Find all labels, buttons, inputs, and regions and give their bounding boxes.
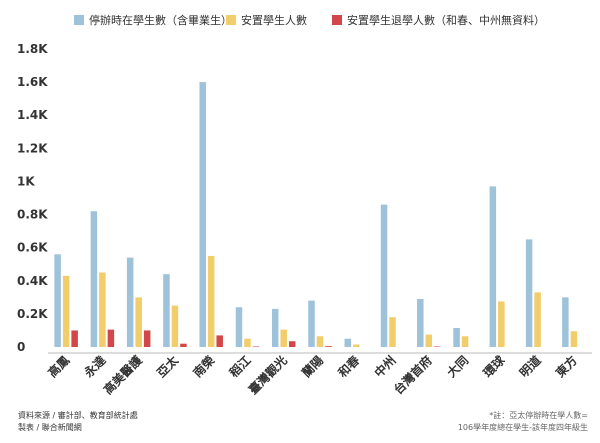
legend-label: 安置學生人數	[241, 13, 307, 27]
footnote-line: *註：亞太停辦時在學人數=	[489, 411, 588, 420]
y-tick-label: 0.4K	[17, 274, 48, 288]
bar	[562, 297, 569, 347]
bar	[308, 300, 315, 347]
bar	[207, 255, 215, 347]
y-tick-label: 1K	[17, 174, 35, 188]
bar	[99, 272, 106, 347]
bar	[316, 336, 324, 347]
x-tick-label: 永達	[80, 353, 108, 381]
bar	[570, 331, 578, 347]
footnote: *註：亞太停辦時在學人數= 106學年度總在學生-該年度四年級生	[458, 410, 588, 434]
y-tick-label: 0	[17, 340, 25, 354]
bar	[126, 257, 134, 347]
bar	[216, 335, 223, 347]
y-tick-label: 0.2K	[17, 307, 48, 321]
bars	[54, 82, 578, 348]
credit-line: 製表 / 聯合新聞網	[18, 423, 82, 432]
bar	[325, 346, 332, 347]
bar	[489, 186, 497, 347]
x-tick-label: 高鳳	[45, 353, 73, 381]
bar	[534, 292, 541, 347]
y-tick-label: 1.8K	[17, 42, 48, 56]
bar	[353, 344, 360, 347]
bar	[288, 341, 296, 347]
legend-label: 停辦時在學生數（含畢業生）	[89, 13, 232, 27]
bar	[199, 82, 206, 348]
source-line: 資料來源 / 審計部、教育部統計處	[18, 411, 138, 420]
legend: 停辦時在學生數（含畢業生） 安置學生人數 安置學生退學人數（和春、中州無資料）	[74, 13, 545, 27]
bar	[461, 336, 469, 347]
x-tick-label: 南榮	[190, 353, 218, 381]
y-tick-label: 0.8K	[17, 208, 48, 222]
x-tick-label: 高美醫護	[100, 352, 145, 397]
x-tick-label: 稻江	[226, 353, 254, 381]
bar	[143, 330, 151, 347]
bar	[163, 274, 170, 347]
bar	[107, 329, 115, 347]
bar	[235, 307, 243, 347]
x-tick-label: 亞太	[153, 352, 181, 380]
bar	[62, 275, 70, 347]
x-tick-label: 蘭陽	[299, 353, 327, 381]
bar	[252, 346, 260, 347]
bar	[171, 305, 179, 347]
bar	[453, 327, 460, 347]
bar	[417, 298, 424, 347]
x-tick-label: 環球	[480, 352, 508, 380]
bar	[344, 338, 352, 347]
x-tick-label: 臺灣觀光	[245, 353, 290, 398]
legend-label: 安置學生退學人數（和春、中州無資料）	[347, 13, 545, 27]
bar	[54, 254, 61, 347]
bar	[425, 334, 433, 347]
x-tick-label: 和春	[334, 352, 363, 381]
bar	[271, 308, 279, 347]
bar	[525, 239, 533, 347]
bar	[90, 211, 98, 347]
legend-swatch	[332, 15, 342, 25]
bar	[135, 297, 142, 347]
y-axis: 0 0.2K 0.4K 0.6K 0.8K 1K 1.2K 1.4K 1.6K 1.8K	[17, 42, 48, 354]
y-tick-label: 1.6K	[17, 75, 48, 89]
bar	[180, 343, 187, 347]
bar	[434, 346, 441, 347]
bar	[389, 317, 396, 347]
bar	[380, 204, 388, 347]
x-tick-label: 東方	[552, 353, 580, 381]
y-tick-label: 1.2K	[17, 141, 48, 155]
source-note: 資料來源 / 審計部、教育部統計處 製表 / 聯合新聞網	[18, 410, 138, 434]
bar	[244, 338, 251, 347]
bar	[71, 330, 78, 347]
y-tick-label: 1.4K	[17, 108, 48, 122]
legend-swatch	[226, 15, 236, 25]
bar	[280, 329, 287, 347]
bar-chart: 停辦時在學生數（含畢業生） 安置學生人數 安置學生退學人數（和春、中州無資料） 00…	[17, 13, 592, 397]
x-tick-label: 大同	[444, 353, 472, 381]
x-tick-label: 台灣首府	[390, 353, 435, 398]
x-tick-label: 中州	[371, 353, 399, 381]
bar	[498, 301, 505, 347]
legend-swatch	[74, 15, 84, 25]
x-tick-label: 明道	[516, 353, 544, 381]
y-tick-label: 0.6K	[17, 241, 48, 255]
footnote-line: 106學年度總在學生-該年度四年級生	[457, 423, 588, 432]
